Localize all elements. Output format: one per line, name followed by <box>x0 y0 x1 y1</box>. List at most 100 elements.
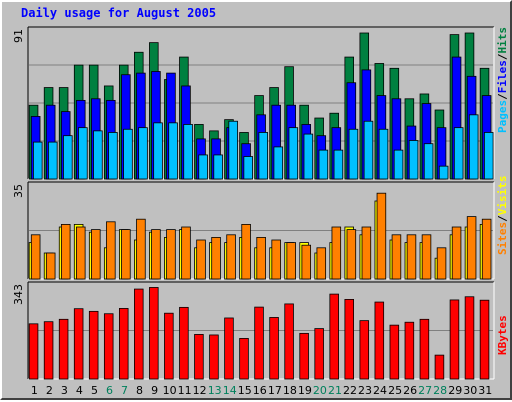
bar-sites-day-4 <box>76 226 86 280</box>
bar-pages-day-13 <box>213 154 223 180</box>
legend-entry: Files <box>496 60 509 93</box>
bar-sites-day-17 <box>271 239 281 280</box>
bar-pages-day-8 <box>138 127 148 180</box>
bar-pages-day-27 <box>423 143 434 180</box>
bar-kbytes-day-28 <box>434 354 445 380</box>
y-max-label: 35 <box>12 184 25 198</box>
x-tick-day-5: 5 <box>91 384 98 397</box>
x-tick-day-20: 20 <box>313 384 327 397</box>
x-tick-day-13: 13 <box>208 384 222 397</box>
bar-kbytes-day-26 <box>404 321 415 380</box>
bar-pages-day-17 <box>273 146 284 180</box>
bar-sites-day-19 <box>301 244 312 280</box>
bar-pages-day-26 <box>408 140 419 180</box>
bar-kbytes-day-20 <box>314 328 324 380</box>
x-tick-day-7: 7 <box>121 384 128 397</box>
bar-sites-day-31 <box>481 218 492 280</box>
bar-kbytes-day-5 <box>88 310 99 380</box>
bar-kbytes-day-10 <box>164 312 174 380</box>
bar-kbytes-day-29 <box>449 299 460 380</box>
x-tick-day-26: 26 <box>403 384 417 397</box>
bar-pages-day-3 <box>63 135 73 180</box>
x-tick-day-21: 21 <box>328 384 342 397</box>
bar-pages-day-25 <box>393 149 404 180</box>
bar-pages-day-7 <box>123 128 133 180</box>
bar-pages-day-21 <box>333 149 344 180</box>
bar-pages-day-16 <box>258 132 269 180</box>
bar-pages-day-9 <box>153 122 163 180</box>
bar-sites-day-25 <box>391 234 402 280</box>
bar-kbytes-day-31 <box>479 299 490 380</box>
legend-hits_files_pages: Pages/Files/Hits <box>496 27 509 133</box>
x-tick-day-25: 25 <box>388 384 402 397</box>
bar-sites-day-21 <box>331 226 342 280</box>
bar-sites-day-27 <box>421 234 432 280</box>
bar-pages-day-30 <box>468 114 479 180</box>
bar-kbytes-day-12 <box>194 334 204 380</box>
bar-sites-day-10 <box>166 229 176 280</box>
bar-pages-day-20 <box>318 149 329 180</box>
bar-pages-day-12 <box>198 154 208 180</box>
bar-sites-day-26 <box>406 234 417 280</box>
bar-sites-day-7 <box>121 229 131 280</box>
x-tick-day-6: 6 <box>106 384 113 397</box>
x-tick-day-4: 4 <box>76 384 83 397</box>
y-max-label: 91 <box>12 29 25 43</box>
bar-pages-day-28 <box>438 165 449 180</box>
bar-pages-day-24 <box>378 128 389 180</box>
bar-kbytes-day-22 <box>344 299 354 380</box>
bar-sites-day-29 <box>451 226 462 280</box>
bar-sites-day-5 <box>91 229 101 280</box>
bar-kbytes-day-17 <box>269 317 279 380</box>
bar-kbytes-day-19 <box>299 332 309 380</box>
bar-kbytes-day-13 <box>209 334 219 380</box>
bar-pages-day-2 <box>48 141 58 180</box>
legend-entry: KBytes <box>496 315 509 355</box>
x-tick-day-29: 29 <box>448 384 462 397</box>
bar-sites-day-2 <box>45 252 56 280</box>
x-tick-day-11: 11 <box>178 384 192 397</box>
bar-kbytes-day-25 <box>389 324 400 380</box>
x-tick-day-2: 2 <box>46 384 53 397</box>
bar-sites-day-12 <box>196 239 206 280</box>
x-tick-day-18: 18 <box>283 384 297 397</box>
bar-pages-day-5 <box>93 130 103 180</box>
bar-kbytes-day-30 <box>464 296 475 380</box>
bar-sites-day-15 <box>241 223 251 280</box>
bar-sites-day-28 <box>436 247 447 280</box>
legend-entry: Sites <box>496 222 509 255</box>
bar-kbytes-day-3 <box>58 318 69 380</box>
bar-pages-day-1 <box>33 141 43 180</box>
bar-kbytes-day-2 <box>43 321 54 380</box>
bar-sites-day-22 <box>346 229 357 280</box>
bar-kbytes-day-8 <box>134 288 144 380</box>
bar-kbytes-day-7 <box>118 308 129 380</box>
bar-kbytes-day-27 <box>419 318 430 380</box>
bar-sites-day-20 <box>316 247 327 280</box>
bar-pages-day-19 <box>303 133 314 180</box>
bar-kbytes-day-24 <box>374 301 385 380</box>
bar-sites-day-13 <box>211 236 221 280</box>
bar-pages-day-6 <box>108 132 118 180</box>
bar-sites-day-23 <box>361 226 372 280</box>
x-tick-day-27: 27 <box>418 384 432 397</box>
bar-pages-day-22 <box>348 128 359 180</box>
bar-sites-day-18 <box>286 242 296 280</box>
bar-kbytes-day-1 <box>28 323 39 380</box>
bar-sites-day-24 <box>376 192 387 280</box>
bar-sites-day-11 <box>181 226 191 280</box>
y-max-label: 343 <box>12 284 25 305</box>
chart-title: Daily usage for August 2005 <box>21 6 216 20</box>
bar-sites-day-1 <box>30 234 41 280</box>
bar-sites-day-9 <box>151 229 161 280</box>
bar-sites-day-8 <box>136 218 146 280</box>
bar-sites-day-16 <box>256 236 266 280</box>
legend-entry: / <box>496 53 509 60</box>
x-tick-day-22: 22 <box>343 384 357 397</box>
legend-visits_sites: Sites/Visits <box>496 176 509 256</box>
x-tick-day-24: 24 <box>373 384 387 397</box>
bar-pages-day-15 <box>243 156 253 180</box>
bar-sites-day-6 <box>106 221 116 280</box>
